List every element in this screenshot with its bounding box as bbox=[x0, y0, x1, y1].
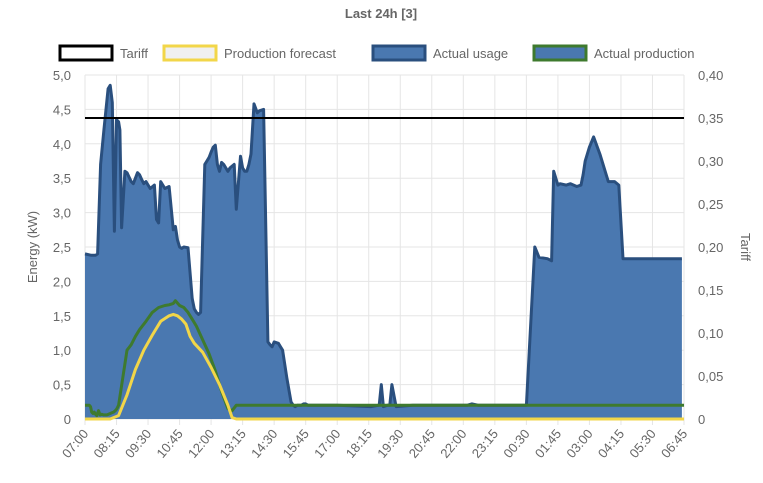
x-tick: 20:45 bbox=[406, 426, 438, 461]
y-tick-left: 0 bbox=[64, 412, 71, 427]
y-tick-right: 0,35 bbox=[698, 111, 723, 126]
x-tick: 22:00 bbox=[437, 426, 469, 461]
legend: Tariff Production forecast Actual usage … bbox=[58, 44, 694, 62]
legend-swatch-production[interactable] bbox=[532, 44, 588, 62]
legend-swatch-usage[interactable] bbox=[371, 44, 427, 62]
x-tick: 23:15 bbox=[469, 426, 501, 461]
chart-title: Last 24h [3] bbox=[345, 6, 417, 21]
y-tick-left: 4,0 bbox=[53, 137, 71, 152]
x-tick: 14:30 bbox=[248, 426, 280, 461]
legend-label-forecast[interactable]: Production forecast bbox=[224, 46, 336, 61]
y-tick-right: 0,30 bbox=[698, 154, 723, 169]
y-tick-left: 1,5 bbox=[53, 309, 71, 324]
y-tick-left: 2,5 bbox=[53, 240, 71, 255]
legend-label-tariff[interactable]: Tariff bbox=[120, 46, 148, 61]
y-tick-right: 0,25 bbox=[698, 197, 723, 212]
y-tick-right: 0,20 bbox=[698, 240, 723, 255]
series-usage-line bbox=[84, 83, 682, 409]
x-tick: 13:15 bbox=[217, 426, 249, 461]
x-tick: 01:45 bbox=[532, 426, 564, 461]
legend-swatch-tariff[interactable] bbox=[58, 44, 114, 62]
series-forecast-line bbox=[85, 312, 684, 421]
x-tick: 19:30 bbox=[374, 426, 406, 461]
y-tick-left: 1,0 bbox=[53, 343, 71, 358]
x-tick: 12:00 bbox=[185, 426, 217, 461]
y-tick-left: 0,5 bbox=[53, 378, 71, 393]
x-tick: 09:30 bbox=[122, 426, 154, 461]
y-tick-right: 0,15 bbox=[698, 283, 723, 298]
x-tick: 10:45 bbox=[153, 426, 185, 461]
x-tick: 17:00 bbox=[311, 426, 343, 461]
x-tick: 08:15 bbox=[90, 426, 122, 461]
y-axis-left-title: Energy (kW) bbox=[25, 211, 40, 283]
y-tick-right: 0,05 bbox=[698, 369, 723, 384]
x-tick: 05:30 bbox=[626, 426, 658, 461]
x-tick: 06:45 bbox=[658, 426, 690, 461]
legend-label-usage[interactable]: Actual usage bbox=[433, 46, 508, 61]
legend-label-production[interactable]: Actual production bbox=[594, 46, 694, 61]
y-tick-left: 2,0 bbox=[53, 274, 71, 289]
y-tick-left: 4,5 bbox=[53, 102, 71, 117]
x-tick: 07:00 bbox=[59, 426, 91, 461]
y-tick-right: 0,10 bbox=[698, 326, 723, 341]
legend-swatch-forecast[interactable] bbox=[162, 44, 218, 62]
y-tick-left: 5,0 bbox=[53, 68, 71, 83]
y-tick-right: 0 bbox=[698, 412, 705, 427]
y-axis-right-title: Tariff bbox=[738, 233, 753, 261]
x-tick: 15:45 bbox=[280, 426, 312, 461]
y-tick-left: 3,5 bbox=[53, 171, 71, 186]
series-usage-area bbox=[85, 85, 682, 420]
y-tick-right: 0,40 bbox=[698, 68, 723, 83]
x-tick: 03:00 bbox=[563, 426, 595, 461]
x-tick: 18:15 bbox=[343, 426, 375, 461]
y-tick-left: 3,0 bbox=[53, 206, 71, 221]
series-production-line bbox=[85, 299, 684, 418]
plot-area bbox=[84, 83, 684, 421]
x-tick: 04:15 bbox=[595, 426, 627, 461]
x-tick: 00:30 bbox=[500, 426, 532, 461]
